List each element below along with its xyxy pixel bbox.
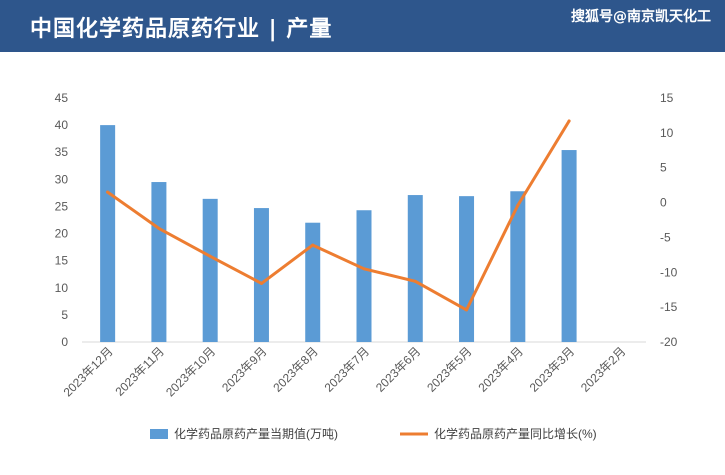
- source-label: 搜狐号@南京凯天化工: [571, 9, 711, 25]
- x-tick-label: 2023年10月: [163, 344, 218, 399]
- y-right-tick-label: 15: [660, 91, 674, 105]
- x-tick-label: 2023年4月: [475, 344, 525, 394]
- y-right-tick-label: -10: [660, 265, 678, 279]
- chart-container: 0 5 10 15 20 25 30 35 40 45 -20 -15 -10 -5 0 5 10 15 2023年…: [0, 52, 725, 471]
- line-point: [157, 226, 161, 230]
- line-point: [208, 254, 212, 258]
- line-point: [516, 203, 520, 207]
- bar: [407, 195, 423, 342]
- y-left-tick-label: 20: [55, 227, 69, 241]
- y-left-tick-label: 30: [55, 172, 69, 186]
- x-tick-label: 2023年11月: [112, 344, 167, 399]
- x-tick-label: 2023年5月: [424, 344, 474, 394]
- line-point: [259, 281, 263, 285]
- y-left-tick-label: 0: [61, 335, 68, 349]
- y-left-tick-label: 40: [55, 118, 69, 132]
- y-right-tick-label: -5: [660, 230, 671, 244]
- line-point: [465, 308, 469, 312]
- growth-line: [106, 119, 571, 312]
- line-point: [413, 279, 417, 283]
- bar: [305, 222, 321, 342]
- y-right-tick-label: 10: [660, 126, 674, 140]
- x-tick-label: 2023年7月: [322, 344, 372, 394]
- y-left-tick-label: 15: [55, 254, 69, 268]
- line-point: [106, 190, 110, 194]
- y-left-tick-label: 25: [55, 199, 69, 213]
- bar: [510, 191, 526, 342]
- bar: [202, 198, 218, 342]
- bar: [253, 208, 269, 342]
- x-tick-label: 2023年8月: [270, 344, 320, 394]
- y-right-tick-label: 5: [660, 161, 667, 175]
- x-tick-label: 2023年2月: [578, 344, 628, 394]
- bar: [356, 210, 372, 342]
- bar: [100, 125, 116, 342]
- line-point: [567, 119, 571, 123]
- x-tick-label: 2023年6月: [373, 344, 423, 394]
- y-right-tick-label: 0: [660, 196, 667, 210]
- bar: [151, 182, 167, 342]
- legend-bar-swatch: [150, 429, 168, 439]
- legend-line-label: 化学药品原药产量同比增长(%): [434, 426, 597, 441]
- x-tick-label: 2023年12月: [61, 344, 116, 399]
- y-left-tick-label: 35: [55, 145, 69, 159]
- line-point: [311, 243, 315, 247]
- combo-chart: 0 5 10 15 20 25 30 35 40 45 -20 -15 -10 -5 0 5 10 15 2023年…: [55, 91, 678, 441]
- y-right-tick-label: -15: [660, 300, 678, 314]
- legend-bar-label: 化学药品原药产量当期值(万吨): [174, 426, 338, 441]
- bar: [561, 150, 577, 342]
- x-tick-label: 2023年9月: [219, 344, 269, 394]
- y-left-tick-label: 10: [55, 281, 69, 295]
- line-point: [362, 267, 366, 271]
- x-tick-label: 2023年3月: [527, 344, 577, 394]
- page-title: 中国化学药品原药行业 | 产量: [30, 17, 333, 42]
- bar: [459, 196, 475, 342]
- y-left-tick-label: 5: [61, 308, 68, 322]
- y-left-tick-label: 45: [55, 91, 69, 105]
- y-right-tick-label: -20: [660, 335, 678, 349]
- header-bar: 中国化学药品原药行业 | 产量 搜狐号@南京凯天化工: [0, 0, 725, 52]
